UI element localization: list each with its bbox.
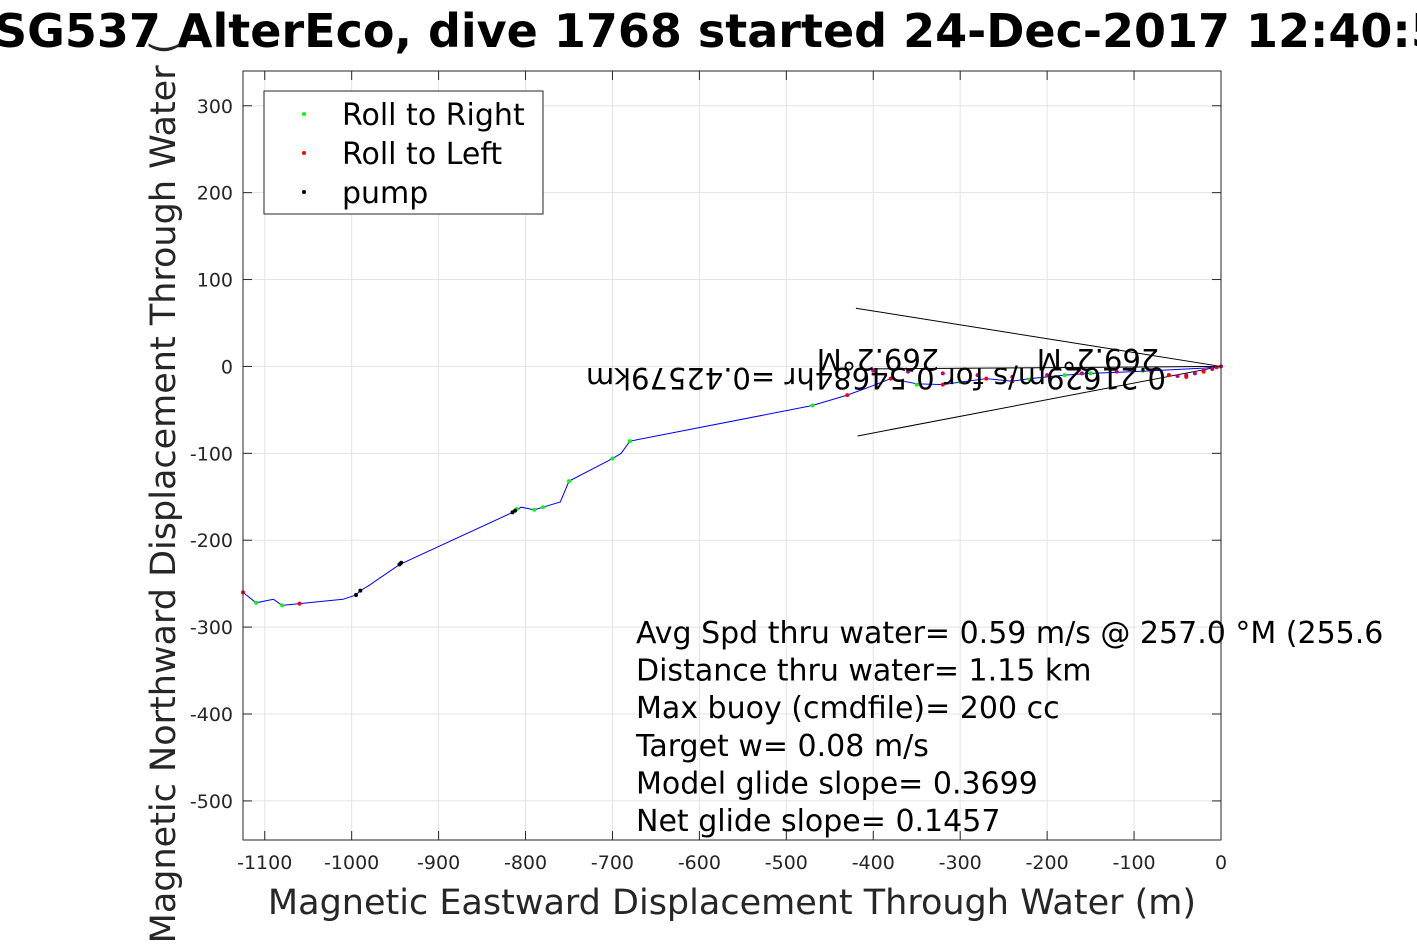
roll-left-point xyxy=(888,376,893,381)
pump-point xyxy=(354,592,359,597)
surface-point xyxy=(1192,371,1197,376)
x-tick-label: -500 xyxy=(765,852,808,874)
info-line: Model glide slope= 0.3699 xyxy=(636,766,1038,801)
current-wedge xyxy=(855,307,1222,437)
legend-label: Roll to Left xyxy=(342,137,502,172)
x-tick-label: -700 xyxy=(591,852,634,874)
roll-left-point xyxy=(940,382,945,387)
surface-point xyxy=(1175,373,1180,378)
roll-right-point xyxy=(280,603,285,608)
roll-right-point xyxy=(540,505,545,510)
roll-left-point xyxy=(1166,373,1171,378)
surface-point xyxy=(975,373,980,378)
roll-left-point xyxy=(297,601,302,606)
roll-right-point xyxy=(1027,377,1032,382)
pump-point xyxy=(358,588,363,593)
surface-point xyxy=(1114,369,1119,374)
data-points xyxy=(241,364,1223,608)
roll-right-point xyxy=(567,479,571,484)
x-axis-label: Magnetic Eastward Displacement Through W… xyxy=(268,883,1196,923)
wedge-lower-line xyxy=(857,365,1222,437)
x-tick-label: 0 xyxy=(1215,852,1227,874)
roll-right-point xyxy=(1088,371,1093,376)
legend-marker xyxy=(302,190,306,194)
roll-right-point xyxy=(610,456,615,461)
x-tick-label: -300 xyxy=(939,852,982,874)
current-direction-label: 269.2°M xyxy=(1037,342,1160,376)
roll-right-point xyxy=(1062,373,1067,378)
surface-point xyxy=(906,369,911,374)
surface-point xyxy=(1010,374,1015,379)
legend-marker xyxy=(302,112,306,116)
x-tick-label: -600 xyxy=(678,852,721,874)
surface-point xyxy=(1210,367,1215,372)
legend-label: pump xyxy=(342,176,428,211)
x-tick-label: -1100 xyxy=(237,852,292,874)
roll-right-point xyxy=(627,439,632,444)
plot-frame xyxy=(242,70,1222,841)
track xyxy=(242,365,1222,606)
y-axis-label: Magnetic Northward Displacement Through … xyxy=(144,41,184,944)
wedge-center-line xyxy=(855,365,1222,370)
y-tick-label: 100 xyxy=(197,270,233,292)
ticks: -1100 -1000 -900 -800 -700 -600 -500 -400 -300 -2… xyxy=(190,71,1227,874)
info-text: Avg Spd thru water= 0.59 m/s @ 257.0 °M … xyxy=(635,616,1383,839)
info-line: Avg Spd thru water= 0.59 m/s @ 257.0 °M … xyxy=(636,616,1383,651)
roll-left-point xyxy=(1201,369,1206,374)
roll-left-point xyxy=(1010,379,1015,384)
roll-right-point xyxy=(254,600,259,605)
y-tick-label: 200 xyxy=(197,183,233,205)
surface-point xyxy=(1079,371,1084,376)
x-tick-label: -900 xyxy=(417,852,460,874)
roll-left-point xyxy=(1214,365,1219,370)
y-tick-label: 300 xyxy=(197,96,233,118)
legend-box xyxy=(263,90,544,215)
y-tick-label: -200 xyxy=(190,530,233,552)
roll-right-point xyxy=(1140,368,1145,373)
chart-title: SG537 AlterEco, dive 1768 started 24-Dec… xyxy=(0,4,1417,58)
current-direction-label: 269.2°M xyxy=(817,342,940,376)
y-tick-label: -100 xyxy=(190,443,233,465)
surface-point xyxy=(1149,370,1154,375)
roll-right-point xyxy=(532,507,537,512)
legend-marker xyxy=(302,151,306,155)
info-line: Max buoy (cmdfile)= 200 cc xyxy=(636,691,1060,726)
y-tick-label: 0 xyxy=(221,356,233,378)
y-tick-label: -300 xyxy=(190,617,233,639)
roll-left-point xyxy=(984,376,989,381)
current-speed-label: 0.21629m/s for 0.54684hr =0.42579km xyxy=(586,361,1166,395)
roll-left-point xyxy=(845,393,850,398)
x-tick-label: -200 xyxy=(1026,852,1069,874)
x-tick-label: -800 xyxy=(504,852,547,874)
legend-label: Roll to Right xyxy=(342,98,525,133)
wedge-upper-line xyxy=(855,307,1222,367)
pump-point xyxy=(513,508,518,513)
roll-left-point xyxy=(1184,374,1189,379)
info-line: Net glide slope= 0.1457 xyxy=(636,804,1000,839)
roll-right-point xyxy=(958,380,963,385)
x-tick-label: -1000 xyxy=(324,852,379,874)
info-line: Target w= 0.08 m/s xyxy=(635,729,929,764)
x-tick-label: -100 xyxy=(1113,852,1156,874)
roll-right-point xyxy=(914,382,919,387)
legend: Roll to Right Roll to Left pump xyxy=(263,90,544,215)
surface-point xyxy=(1045,373,1050,378)
pump-point xyxy=(399,560,404,565)
y-tick-label: -500 xyxy=(190,791,233,813)
x-tick-label: -400 xyxy=(852,852,895,874)
info-line: Distance thru water= 1.15 km xyxy=(636,654,1091,689)
surface-point xyxy=(940,371,945,376)
roll-right-point xyxy=(810,403,815,408)
current-annotations: 269.2°M 269.2°M0.21629m/s for 0.54684hr =… xyxy=(586,342,1166,395)
track-line xyxy=(242,365,1222,606)
surface-point xyxy=(871,368,876,373)
y-tick-label: -400 xyxy=(190,704,233,726)
